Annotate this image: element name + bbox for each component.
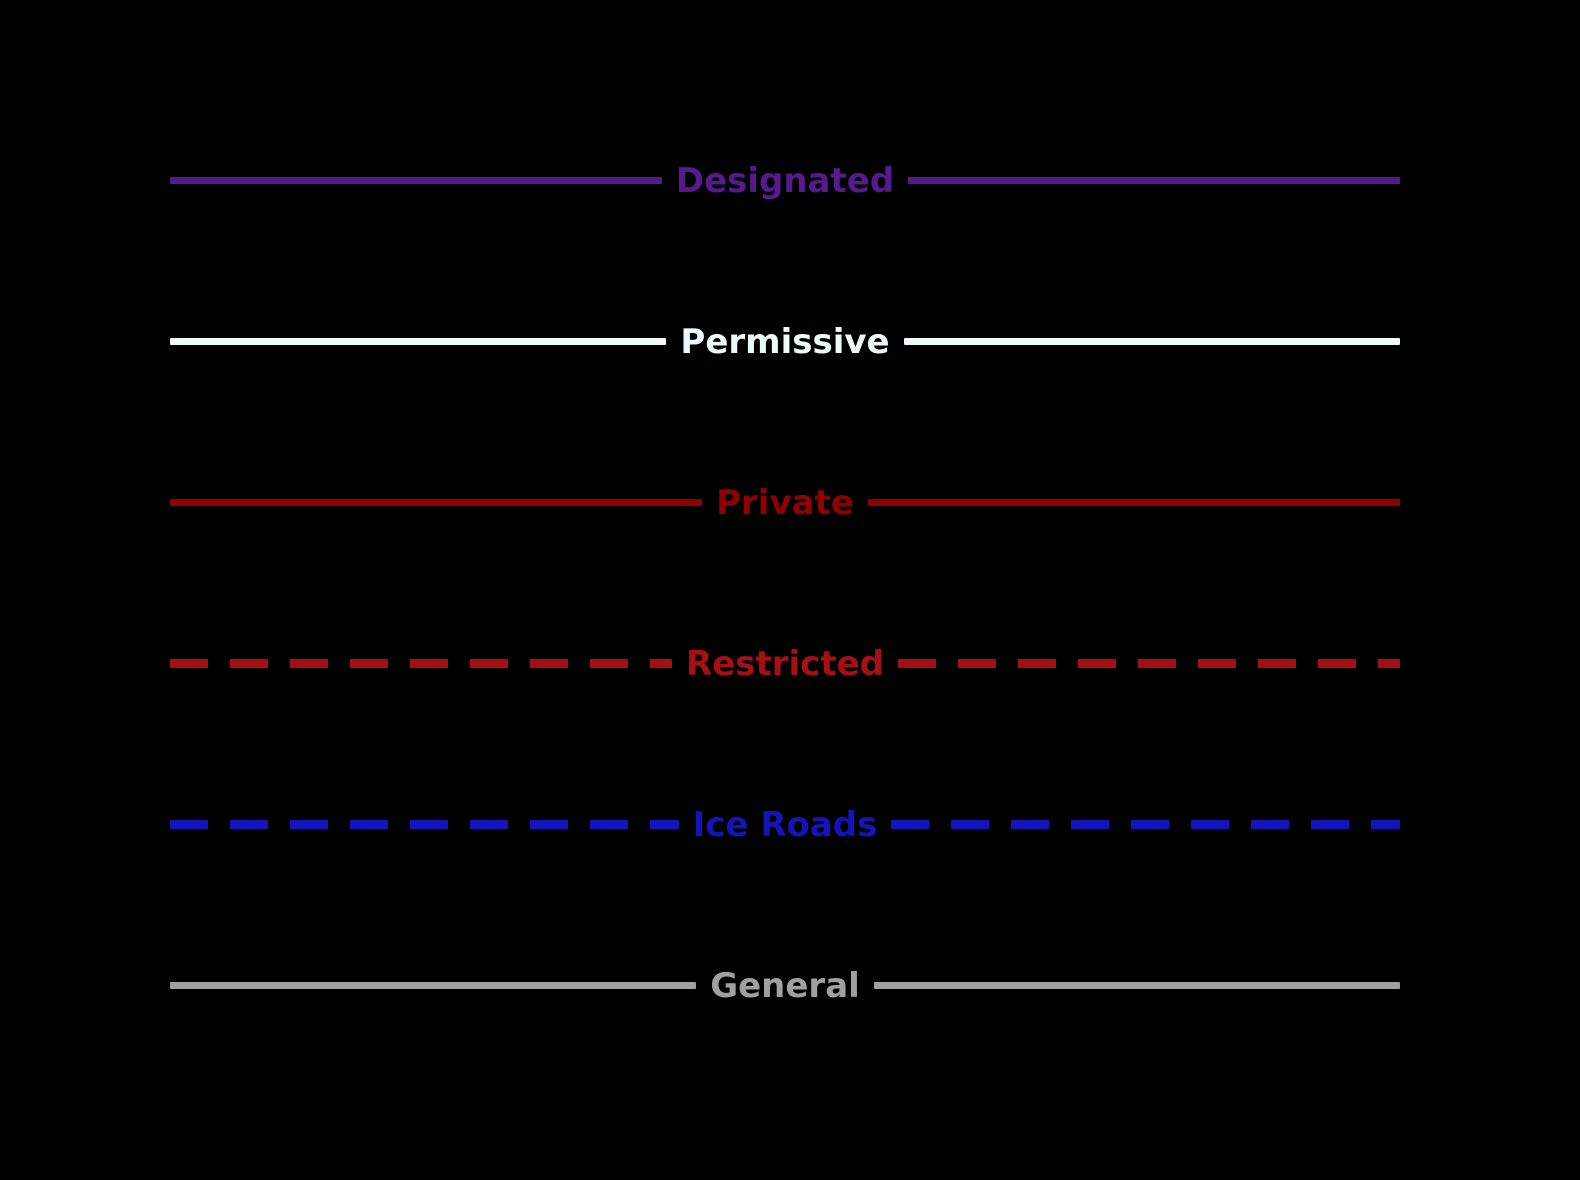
legend-label: Designated [675,160,895,201]
legend-line-left [170,659,673,668]
legend-line-left [170,982,697,989]
legend-label: Permissive [680,321,890,362]
legend-label: General [710,965,860,1006]
legend-row-ice-roads: Ice Roads [170,744,1401,905]
legend-line-right [897,659,1400,668]
legend-line-left [170,499,703,506]
legend-label: Restricted [686,643,884,684]
legend-row-general: General [170,905,1401,1066]
legend-row-designated: Designated [170,100,1400,261]
legend-line-left [170,177,662,184]
road-access-legend: Designated Permissive Private Restricted… [170,100,1401,1066]
legend-label: Ice Roads [692,804,878,845]
legend-line-right [873,982,1401,989]
legend-line-right [891,820,1401,829]
legend-line-left [170,338,667,345]
legend-row-restricted: Restricted [170,583,1400,744]
legend-label: Private [716,482,854,523]
legend-line-right [903,338,1400,345]
legend-row-private: Private [170,422,1401,583]
legend-line-right [908,177,1400,184]
legend-line-left [170,820,679,829]
legend-line-right [867,499,1401,506]
legend-row-permissive: Permissive [170,261,1400,422]
